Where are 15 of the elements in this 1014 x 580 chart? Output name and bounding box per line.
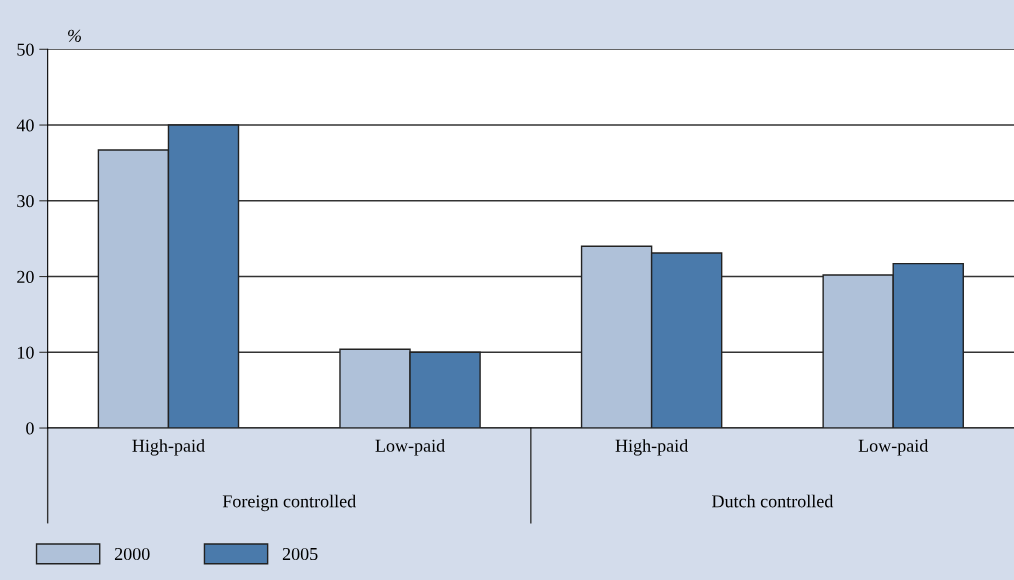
legend-label: 2005: [282, 547, 318, 561]
y-axis-title: %: [68, 29, 81, 42]
y-tick-label: 30: [17, 195, 34, 208]
text: Foreign controlled: [222, 494, 356, 512]
y-tick-label: 10: [18, 346, 34, 359]
y-tick-label: 50: [17, 43, 34, 56]
text: Dutch controlled: [712, 494, 834, 508]
legend-label: 2000: [114, 547, 150, 561]
y-tick-label: 0: [26, 422, 34, 435]
y-tick-label: 20: [17, 270, 34, 283]
x-tick-label: High-paid: [615, 439, 689, 456]
x-tick-label: Low-paid: [858, 439, 929, 456]
y-tick-label: 40: [16, 119, 34, 132]
x-tick-label: Low-paid: [375, 439, 445, 456]
x-tick-label: High-paid: [132, 439, 205, 456]
